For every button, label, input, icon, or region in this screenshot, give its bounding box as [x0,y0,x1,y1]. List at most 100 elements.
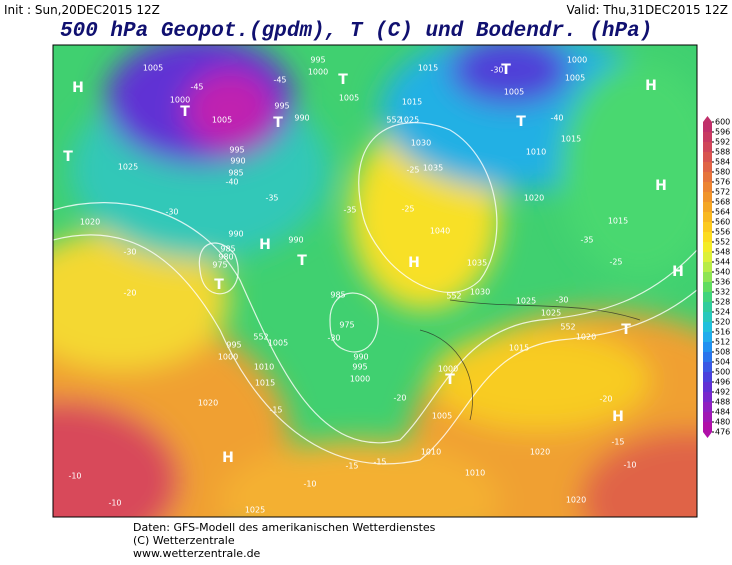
colorbar-label: 496 [715,378,730,387]
isobar-label: 1000 [350,375,370,384]
colorbar-label: 596 [715,128,730,137]
pressure-center: H [655,178,667,194]
temperature-label: -25 [609,258,622,267]
temperature-label: -15 [373,458,386,467]
pressure-center: H [612,409,624,425]
isobar-label: 552 [386,116,401,125]
colorbar-label: 512 [715,338,730,347]
isobar-label: 995 [310,56,325,65]
colorbar-swatch [703,202,712,212]
isobar-label: 552 [560,323,575,332]
colorbar-label: 588 [715,148,730,157]
pressure-center: T [297,253,307,269]
colorbar-label: 516 [715,328,730,337]
colorbar-swatch [703,352,712,362]
temperature-label: -35 [343,206,356,215]
isobar-label: 1020 [576,333,596,342]
colorbar-swatch [703,262,712,272]
colorbar-label: 540 [715,268,730,277]
colorbar-swatch [703,282,712,292]
temperature-label: -45 [190,83,203,92]
colorbar-arrow-top [703,116,712,122]
temperature-label: -15 [611,438,624,447]
pressure-center: H [645,78,657,94]
isobar-label: 1005 [432,412,452,421]
isobar-label: 1015 [561,135,581,144]
isobar-label: 1010 [254,363,274,372]
colorbar-swatch [703,122,712,132]
colorbar-label: 568 [715,198,730,207]
valid-time: Valid: Thu,31DEC2015 12Z [567,3,728,17]
isobar-label: 985 [330,291,345,300]
colorbar-swatch [703,152,712,162]
colorbar-swatch [703,242,712,252]
isobar-label: 1015 [418,64,438,73]
pressure-center: H [72,80,84,96]
colorbar-label: 492 [715,388,730,397]
colorbar-label: 584 [715,158,730,167]
isobar-label: 1005 [268,339,288,348]
temperature-label: -25 [401,205,414,214]
colorbar-label: 544 [715,258,730,267]
pressure-center: T [338,72,348,88]
isobar-label: 1025 [516,297,536,306]
temperature-label: -15 [269,406,282,415]
isobar-label: 995 [229,146,244,155]
temperature-label: -15 [345,462,358,471]
init-time: Init : Sun,20DEC2015 12Z [4,3,160,17]
temperature-label: -10 [68,472,81,481]
isobar-label: 995 [352,363,367,372]
map-frame [52,44,698,518]
colorbar-label: 536 [715,278,730,287]
isobar-label: 1020 [198,399,218,408]
colorbar-swatch [703,392,712,402]
colorbar-label: 520 [715,318,730,327]
colorbar-swatch [703,322,712,332]
isobar-label: 1035 [423,164,443,173]
colorbar-swatch [703,192,712,202]
colorbar-label: 600 [715,118,730,127]
isobar-label: 1015 [255,379,275,388]
isobar-label: 552 [253,333,268,342]
temperature-label: -30 [555,296,568,305]
colorbar-label: 556 [715,228,730,237]
temperature-label: -10 [108,499,121,508]
pressure-center: T [516,114,526,130]
map [53,45,697,517]
isobar-label: 990 [288,236,303,245]
map-labels: 10051000100599599098510251020TTHT9959909… [63,56,684,515]
isobar-label: 1010 [465,469,485,478]
colorbar-swatch [703,372,712,382]
colorbar-swatch [703,222,712,232]
temperature-label: -10 [623,461,636,470]
isobar-label: 990 [353,353,368,362]
colorbar-swatch [703,182,712,192]
colorbar-swatch [703,212,712,222]
temperature-label: -30 [327,334,340,343]
colorbar-swatch [703,402,712,412]
temperature-label: -20 [123,289,136,298]
pressure-center: H [672,264,684,280]
colorbar-label: 592 [715,138,730,147]
pressure-center: T [621,322,631,338]
isobar-label: 1025 [541,309,561,318]
isobar-label: 1040 [430,227,450,236]
colorbar-label: 524 [715,308,730,317]
colorbar-label: 548 [715,248,730,257]
pressure-center: T [273,115,283,131]
temperature-label: -30 [123,248,136,257]
isobar-label: 985 [220,245,235,254]
pressure-center: T [214,277,224,293]
colorbar-swatch [703,382,712,392]
colorbar-label: 560 [715,218,730,227]
isobar-label: 1035 [467,259,487,268]
pressure-center: H [408,255,420,271]
temperature-label: -20 [393,394,406,403]
isobar-label: 1005 [143,64,163,73]
colorbar-arrow-bottom [703,432,712,438]
isobar-label: 1000 [218,353,238,362]
temperature-label: -45 [273,76,286,85]
colorbar-label: 532 [715,288,730,297]
colorbar-swatch [703,332,712,342]
isobar-label: 1005 [339,94,359,103]
